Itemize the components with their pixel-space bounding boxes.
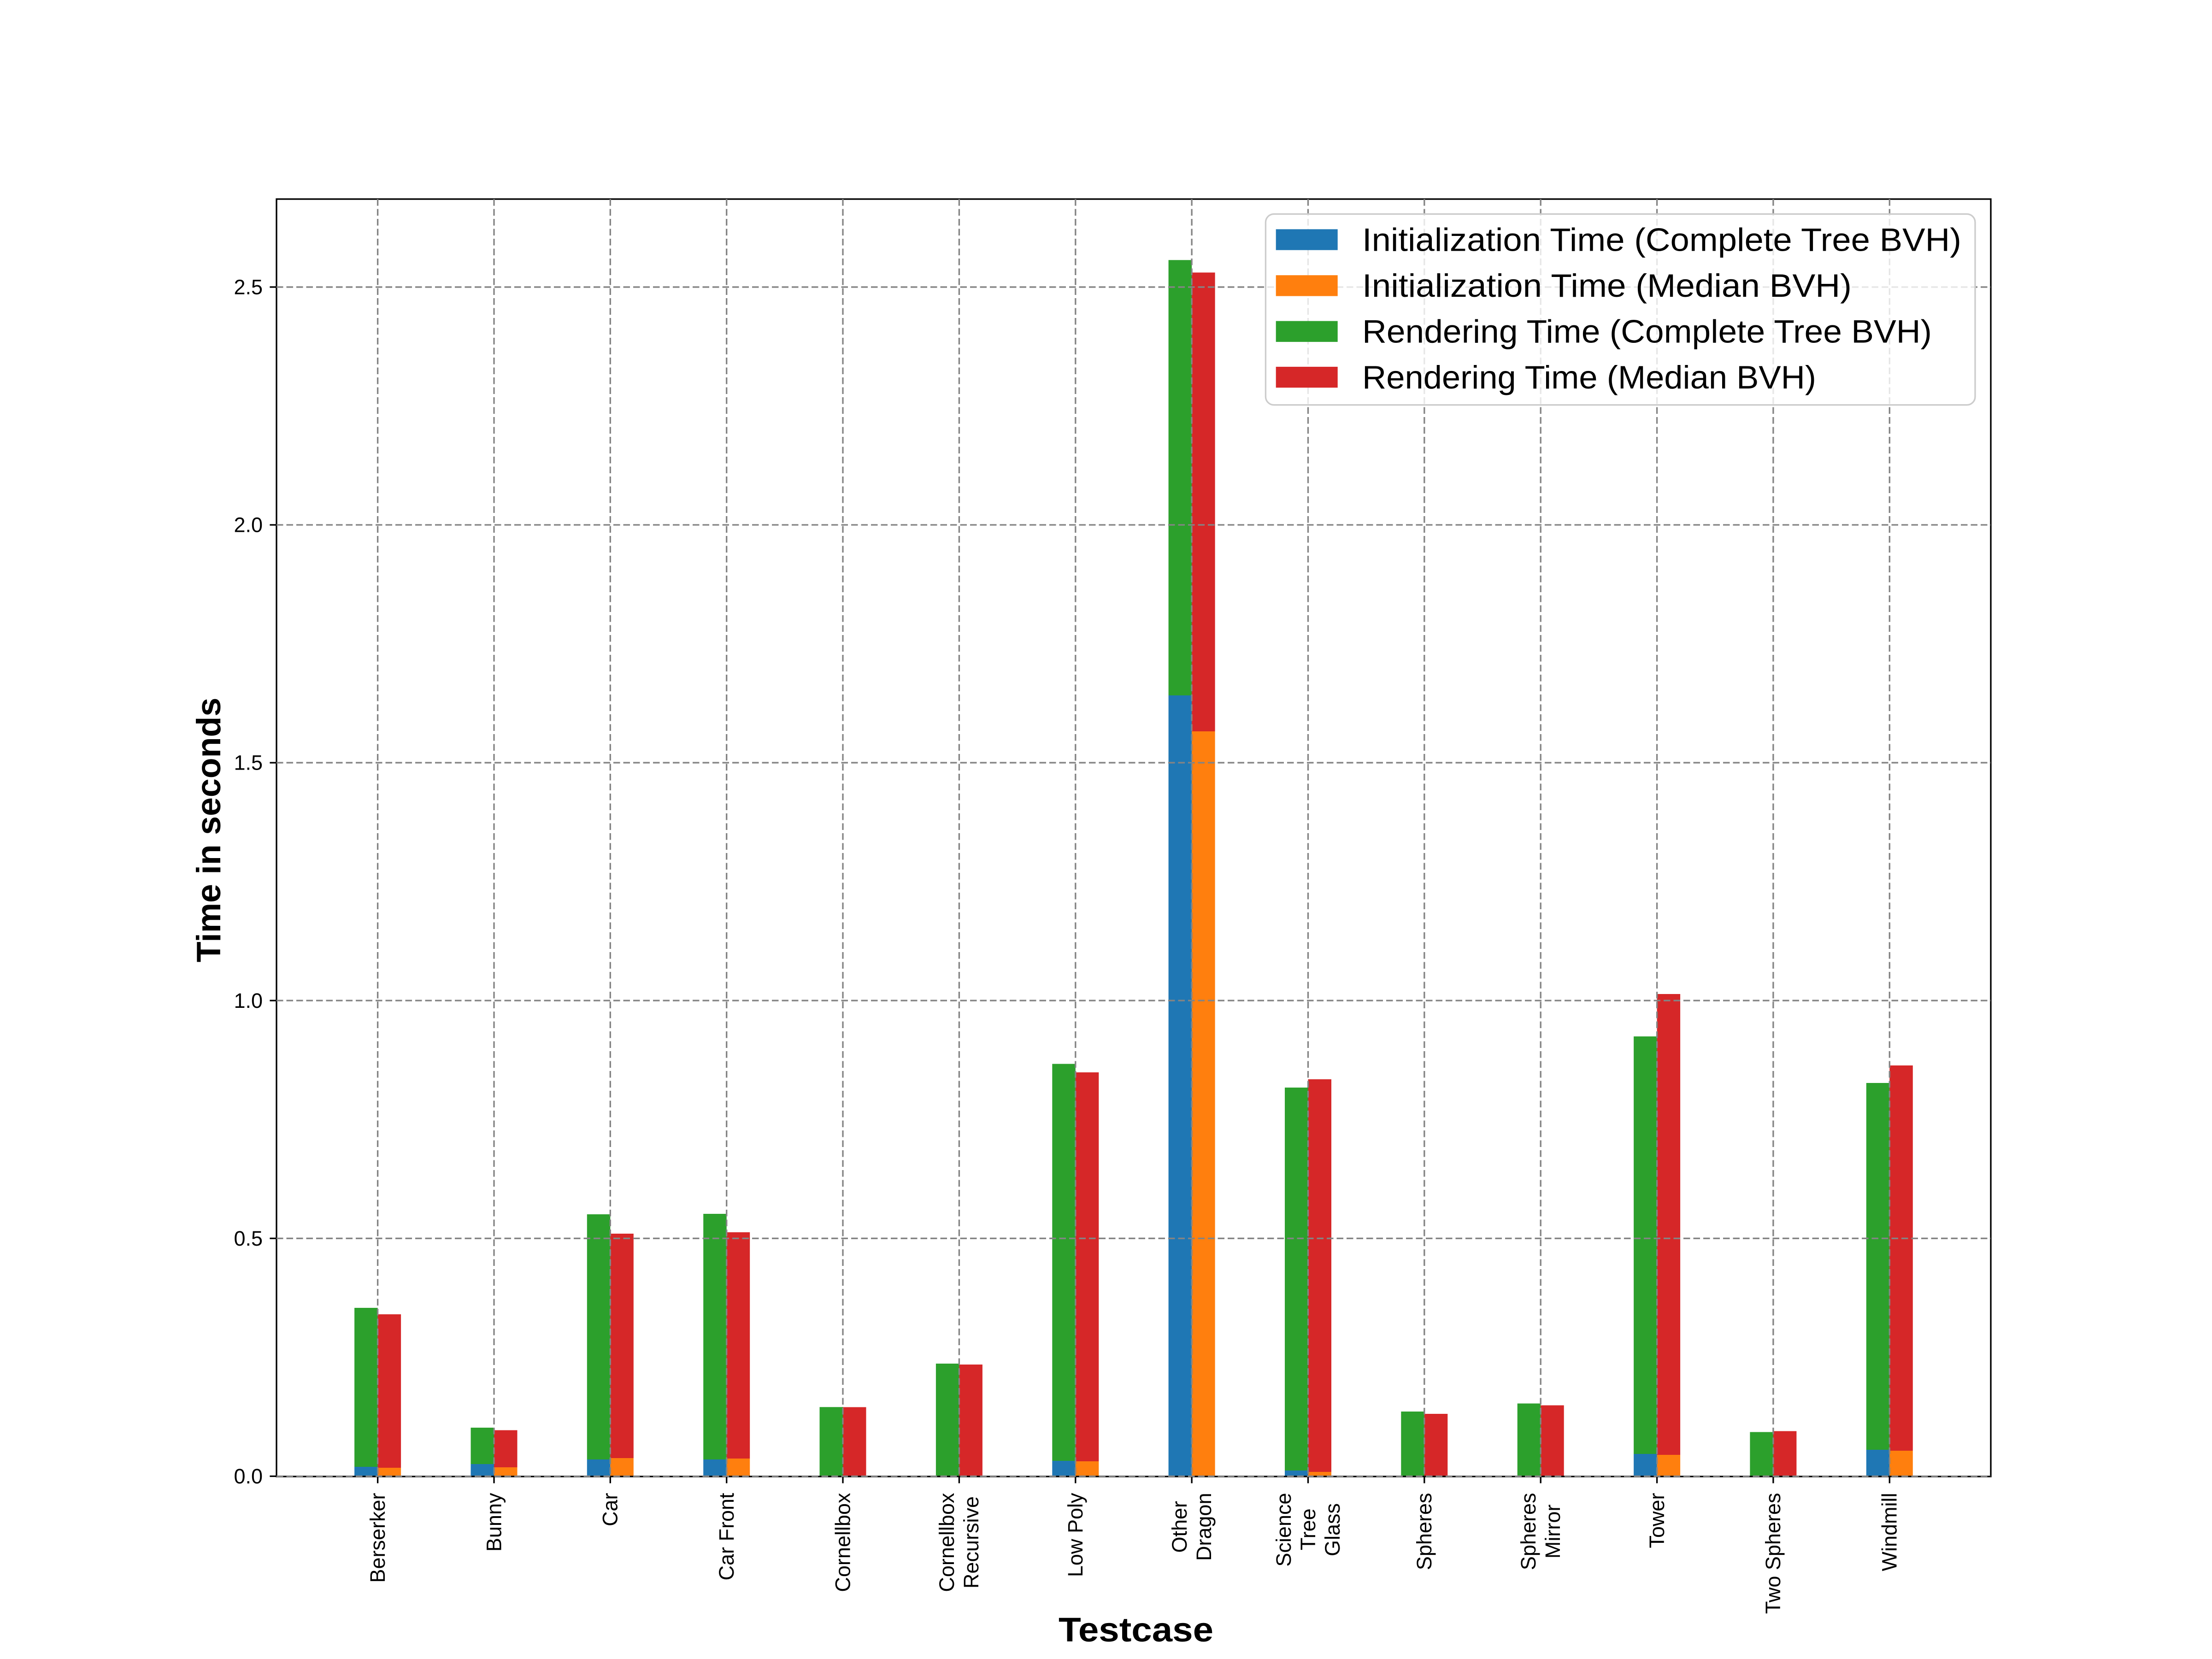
svg-text:Windmill: Windmill xyxy=(1878,1493,1901,1571)
svg-text:Dragon: Dragon xyxy=(1192,1493,1216,1561)
svg-text:Recursive: Recursive xyxy=(959,1496,983,1588)
svg-text:Tree: Tree xyxy=(1296,1508,1320,1550)
svg-text:Other: Other xyxy=(1168,1501,1191,1553)
svg-text:Cornellbox: Cornellbox xyxy=(935,1493,959,1592)
svg-text:1.5: 1.5 xyxy=(234,751,263,775)
svg-text:0.5: 0.5 xyxy=(234,1227,263,1250)
svg-text:Science: Science xyxy=(1272,1493,1295,1567)
svg-text:Testcase: Testcase xyxy=(1059,1611,1213,1649)
svg-text:Glass: Glass xyxy=(1321,1503,1344,1556)
svg-text:1.0: 1.0 xyxy=(234,989,263,1012)
svg-text:Car: Car xyxy=(599,1493,622,1526)
svg-text:2.0: 2.0 xyxy=(234,513,263,537)
svg-text:Berserker: Berserker xyxy=(366,1493,389,1583)
svg-text:Spheres: Spheres xyxy=(1517,1493,1540,1571)
svg-text:2.5: 2.5 xyxy=(234,276,263,299)
svg-text:Tower: Tower xyxy=(1645,1493,1669,1548)
svg-text:Bunny: Bunny xyxy=(482,1493,506,1552)
svg-text:Mirror: Mirror xyxy=(1541,1505,1565,1559)
svg-text:Cornellbox: Cornellbox xyxy=(831,1493,854,1592)
svg-text:Initialization Time (Median BV: Initialization Time (Median BVH) xyxy=(1362,267,1852,304)
svg-text:Two Spheres: Two Spheres xyxy=(1761,1493,1785,1614)
svg-text:Time in seconds: Time in seconds xyxy=(189,698,228,963)
svg-text:Car Front: Car Front xyxy=(715,1493,738,1581)
svg-text:Rendering Time (Complete Tree: Rendering Time (Complete Tree BVH) xyxy=(1362,313,1932,350)
svg-text:Rendering Time (Median BVH): Rendering Time (Median BVH) xyxy=(1362,359,1816,395)
svg-text:Low Poly: Low Poly xyxy=(1064,1493,1087,1577)
svg-text:Initialization Time (Complete: Initialization Time (Complete Tree BVH) xyxy=(1362,221,1961,258)
svg-text:0.0: 0.0 xyxy=(234,1465,263,1488)
svg-text:Spheres: Spheres xyxy=(1412,1493,1436,1571)
